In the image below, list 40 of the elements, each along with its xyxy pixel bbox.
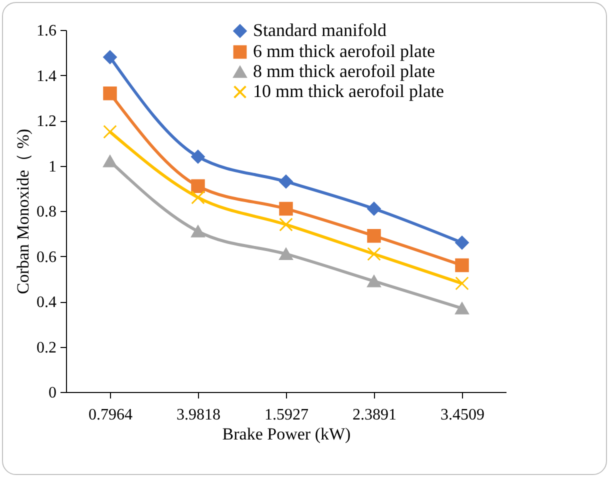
x-tick-label: 1.5927 <box>264 406 308 424</box>
legend-label: 6 mm thick aerofoil plate <box>253 41 435 61</box>
legend-label: 10 mm thick aerofoil plate <box>253 81 444 101</box>
point <box>279 202 293 216</box>
point <box>191 190 205 204</box>
x-tick-label: 3.4509 <box>440 406 484 424</box>
point <box>191 179 205 193</box>
point <box>191 150 205 164</box>
y-tick-label: 1 <box>48 158 56 176</box>
point <box>103 124 117 139</box>
legend-label: Standard manifold <box>253 20 386 40</box>
point <box>455 236 469 250</box>
point <box>367 247 381 261</box>
x-tick-label: 2.3891 <box>352 406 396 424</box>
point <box>103 155 117 168</box>
y-tick-label: 1.4 <box>36 68 56 85</box>
y-tick-label: 0 <box>48 384 56 402</box>
y-tick-label: 0.4 <box>36 294 56 311</box>
y-tick-label: 0.2 <box>36 339 56 356</box>
point <box>455 258 469 272</box>
point <box>367 229 381 243</box>
y-axis-title: Corban Monoxide（ %) <box>14 128 32 294</box>
point <box>191 225 205 238</box>
point <box>103 86 117 100</box>
y-tick-label: 0.8 <box>36 204 56 220</box>
y-tick-label: 1.2 <box>36 113 56 130</box>
x-axis-title: Brake Power (kW) <box>222 424 351 444</box>
point <box>367 202 381 216</box>
x-tick-label: 3.9818 <box>176 406 220 424</box>
point <box>279 248 293 260</box>
point <box>103 50 117 64</box>
y-tick-label: 1.6 <box>36 22 56 40</box>
y-tick-label: 0.6 <box>36 248 56 266</box>
point <box>279 174 293 188</box>
x-tick-label: 0.7964 <box>88 406 132 424</box>
point <box>367 275 381 288</box>
point <box>455 302 469 314</box>
point <box>279 218 293 232</box>
legend-label: 8 mm thick aerofoil plate <box>253 61 435 81</box>
point <box>455 276 469 290</box>
